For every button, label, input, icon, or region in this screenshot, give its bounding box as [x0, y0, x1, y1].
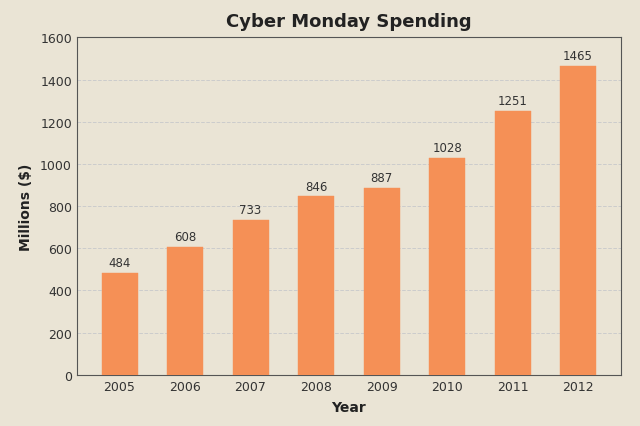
Title: Cyber Monday Spending: Cyber Monday Spending: [226, 13, 472, 31]
Text: 846: 846: [305, 180, 327, 193]
Bar: [560, 67, 596, 375]
Text: 1251: 1251: [498, 95, 527, 108]
Bar: [102, 273, 138, 375]
Bar: [232, 221, 269, 375]
Text: 1465: 1465: [563, 50, 593, 63]
X-axis label: Year: Year: [332, 400, 366, 414]
Text: 887: 887: [371, 172, 393, 184]
Bar: [495, 112, 531, 375]
Text: 1028: 1028: [432, 142, 462, 155]
Bar: [298, 197, 334, 375]
Bar: [429, 158, 465, 375]
Bar: [167, 247, 203, 375]
Text: 484: 484: [108, 256, 131, 269]
Text: 733: 733: [239, 204, 262, 217]
Text: 608: 608: [174, 230, 196, 243]
Y-axis label: Millions ($): Millions ($): [19, 163, 33, 250]
Bar: [364, 188, 399, 375]
